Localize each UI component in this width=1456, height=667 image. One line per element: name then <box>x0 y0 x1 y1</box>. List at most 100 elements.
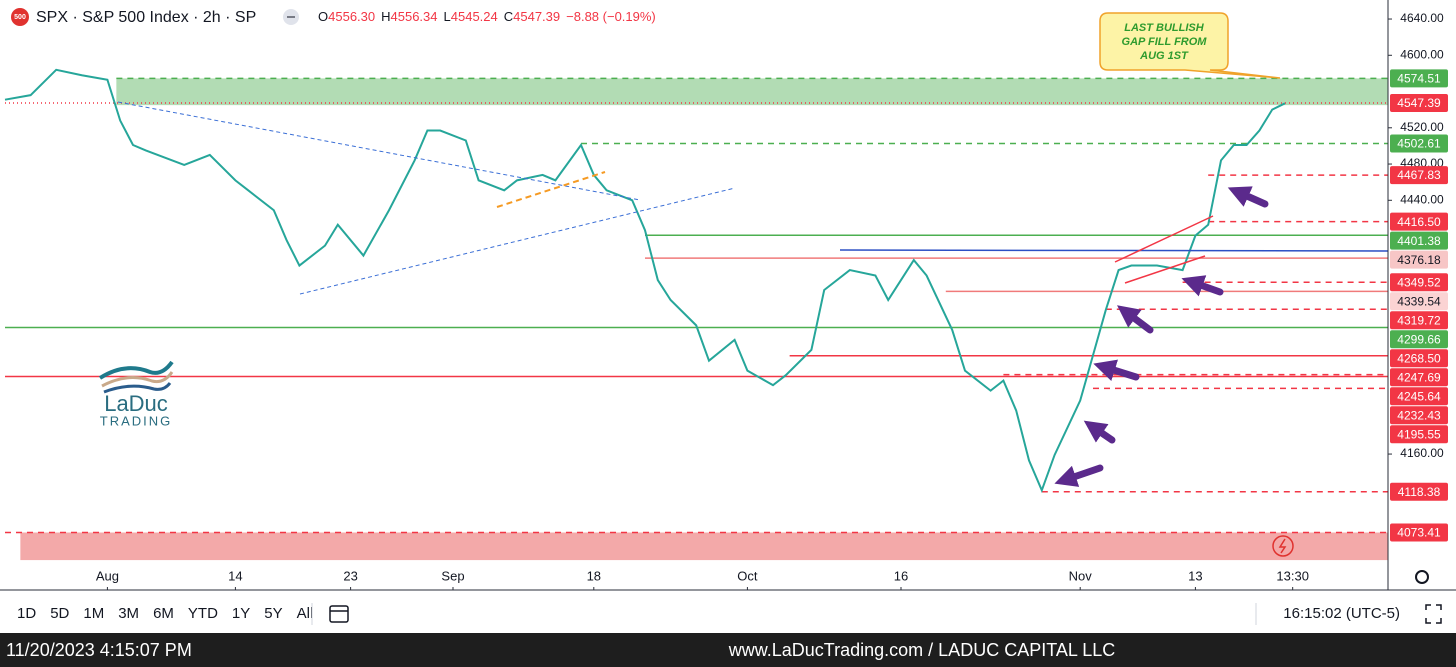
callout-line: AUG 1ST <box>1139 50 1189 62</box>
arrow <box>1117 305 1154 334</box>
settings-button[interactable] <box>1415 570 1429 584</box>
x-tick-label: Sep <box>441 568 464 583</box>
price-label: 4339.54 <box>1397 294 1441 308</box>
channel-line <box>1124 255 1206 284</box>
price-label-bg <box>1390 134 1448 153</box>
x-tick-label: 18 <box>587 568 601 583</box>
price-label-bg <box>1390 273 1448 292</box>
quote-value: 4545.24 <box>451 9 498 24</box>
price-label-bg <box>1390 250 1448 269</box>
timestamp: 11/20/2023 4:15:07 PM <box>6 640 192 660</box>
trendline <box>839 249 1389 252</box>
price-line <box>4 68 1286 494</box>
settings-icon[interactable] <box>1415 570 1429 584</box>
x-tick-label: 16 <box>894 568 908 583</box>
icon <box>287 16 295 18</box>
date-range-button[interactable] <box>329 605 349 623</box>
trendline <box>299 187 736 295</box>
range-button[interactable]: 1Y <box>232 605 250 622</box>
channel-line <box>1114 215 1214 263</box>
clock[interactable]: 16:15:02 (UTC-5) <box>1283 605 1400 622</box>
calendar-icon[interactable] <box>329 605 349 623</box>
arrow <box>1083 420 1116 444</box>
quote-change: −8.88 (−0.19%) <box>566 9 656 24</box>
quote-value: 4556.30 <box>328 9 375 24</box>
x-tick-label: Aug <box>96 568 119 583</box>
price-label: 4299.66 <box>1397 332 1441 346</box>
price-label-bg <box>1390 349 1448 368</box>
price-label: 4574.51 <box>1397 72 1441 86</box>
callout: LAST BULLISH GAP FILL FROM AUG 1ST <box>1099 12 1281 79</box>
badge-text: 500 <box>14 14 26 21</box>
price-label-bg <box>1390 425 1448 444</box>
quote-value: 4556.34 <box>391 9 438 24</box>
price-label: 4268.50 <box>1397 351 1441 365</box>
fullscreen-button[interactable] <box>1425 604 1442 624</box>
range-button[interactable]: 5Y <box>264 605 282 622</box>
range-button[interactable]: 1M <box>83 605 104 622</box>
range-button[interactable]: YTD <box>188 605 218 622</box>
quote-key: O <box>318 9 328 24</box>
price-label-bg <box>1390 292 1448 311</box>
range-button[interactable]: All <box>297 605 314 622</box>
callout-text: LAST BULLISH GAP FILL FROM AUG 1ST <box>1122 22 1208 62</box>
price-label: 4502.61 <box>1397 137 1441 151</box>
price-label: 4467.83 <box>1397 168 1441 182</box>
icon <box>1278 538 1287 554</box>
site: www.LaDucTrading.com / LADUC CAPITAL LLC <box>728 640 1115 660</box>
symbol-badge <box>11 8 29 26</box>
symbol-title[interactable]: SPX · S&P 500 Index · 2h · SP <box>36 9 256 26</box>
price-label: 4247.69 <box>1397 370 1441 384</box>
logo-tag: TRADING <box>100 413 173 428</box>
replay-icon[interactable] <box>1272 535 1294 557</box>
price-label-bg <box>1390 93 1448 112</box>
trendline <box>496 171 606 208</box>
plot-area <box>4 68 1389 561</box>
price-label: 4547.39 <box>1397 96 1441 110</box>
price-label: 4401.38 <box>1397 234 1441 248</box>
price-label: 4118.38 <box>1398 485 1441 499</box>
range-button[interactable]: 1D <box>17 605 36 622</box>
callout-line: GAP FILL FROM <box>1122 36 1208 48</box>
price-label: 4349.52 <box>1397 275 1441 289</box>
quote: O4556.30 H4556.34 L4545.24 C4547.39 −8.88 (−… <box>318 9 656 24</box>
x-tick-label: 23 <box>343 568 357 583</box>
toolbar <box>0 591 1456 633</box>
logo: LaDuc TRADING <box>98 360 174 428</box>
price-label-bg <box>1390 166 1448 185</box>
arrows <box>1054 186 1269 487</box>
price-label-bg <box>1390 330 1448 349</box>
arrow <box>1227 186 1269 208</box>
x-tick-label: 13:30 <box>1276 568 1309 583</box>
zone <box>20 532 1389 561</box>
icon[interactable] <box>1272 535 1294 557</box>
fullscreen-icon[interactable] <box>1425 604 1442 624</box>
quote-key: H <box>381 9 390 24</box>
y-tick-label: 4600.00 <box>1400 47 1444 61</box>
price-label: 4245.64 <box>1397 389 1441 403</box>
logo-wave <box>98 360 174 380</box>
price-label: 4376.18 <box>1397 253 1441 267</box>
range-button[interactable]: 6M <box>153 605 174 622</box>
footer <box>0 633 1456 667</box>
logo-wave <box>101 371 174 388</box>
quote-value: 4547.39 <box>513 9 560 24</box>
y-tick-label: 4640.00 <box>1400 11 1444 25</box>
range-button[interactable]: 5D <box>50 605 69 622</box>
callout-line: LAST BULLISH <box>1124 22 1204 34</box>
logo-name: LaDuc <box>104 391 168 416</box>
arrow <box>1181 275 1224 297</box>
x-tick-label: 13 <box>1188 568 1202 583</box>
price-label: 4416.50 <box>1397 215 1441 229</box>
x-tick-label: Oct <box>737 568 758 583</box>
header: 500 SPX · S&P 500 Index · 2h · SP O4556.… <box>4 5 656 29</box>
arrow <box>1054 464 1104 487</box>
logo-wave <box>103 382 172 394</box>
price-label-bg <box>1390 406 1448 425</box>
price-label: 4073.41 <box>1397 526 1441 540</box>
trendline <box>117 101 641 201</box>
range-button[interactable]: 3M <box>118 605 139 622</box>
price-label-bg <box>1390 387 1448 406</box>
price-label: 4319.72 <box>1397 313 1441 327</box>
